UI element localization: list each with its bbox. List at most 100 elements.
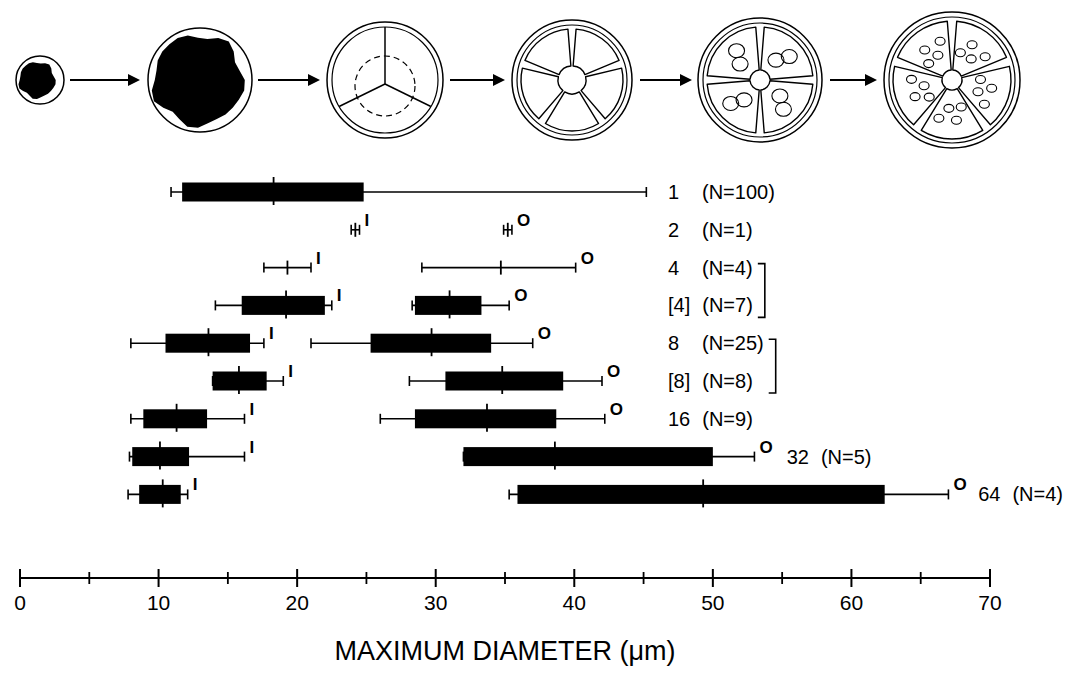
inner-wall: [889, 17, 1015, 143]
series-letter: O: [514, 286, 527, 305]
minor-tick: [88, 572, 90, 584]
series-letter: I: [365, 211, 370, 230]
daughter-cell: [581, 68, 623, 119]
whisker-cap: [503, 225, 505, 235]
major-tick: [435, 569, 437, 587]
mean-tick: [238, 366, 240, 394]
daughter-cell: [525, 29, 571, 74]
daughter-cell: [521, 68, 563, 119]
nucleus: [975, 76, 985, 84]
sd-box: [415, 409, 556, 428]
series-letter: I: [249, 438, 254, 457]
nucleus: [934, 114, 944, 122]
daughter-cell: [959, 66, 1011, 124]
mean-tick: [702, 479, 704, 507]
nucleus: [732, 57, 748, 71]
whisker-cap: [127, 489, 129, 499]
tick-label: 0: [14, 591, 26, 614]
daughter-cell: [707, 81, 759, 133]
mean-tick: [507, 223, 509, 237]
series-letter: I: [316, 249, 321, 268]
inner-wall: [332, 27, 438, 133]
whisker-cap: [411, 300, 413, 310]
cell-wall: [327, 22, 443, 138]
whisker-cap: [244, 414, 246, 424]
stage-arrow: [70, 79, 132, 81]
daughter-cell: [898, 21, 952, 76]
n-label: (N=5): [821, 446, 872, 468]
whisker-cap: [170, 187, 172, 197]
stage-label: 4: [668, 257, 679, 279]
whisker-cap: [421, 263, 423, 273]
stage-label: 16: [668, 408, 690, 430]
tick-label: 10: [147, 591, 170, 614]
cell-wall: [148, 28, 252, 132]
whisker-cap: [263, 338, 265, 348]
nucleus: [933, 51, 943, 59]
nucleus: [973, 88, 983, 96]
mean-tick: [500, 261, 502, 275]
arrow-head: [865, 74, 877, 86]
whisker-cap: [575, 263, 577, 273]
mean-tick: [554, 442, 556, 470]
stage-diagram: [16, 12, 1020, 148]
major-tick: [158, 569, 160, 587]
mean-tick: [208, 328, 210, 356]
series-letter: O: [610, 400, 623, 419]
series-letter: I: [269, 324, 274, 343]
whisker-cap: [604, 414, 606, 424]
whisker-cap: [129, 452, 131, 462]
mean-tick: [162, 479, 164, 507]
mean-tick: [486, 404, 488, 432]
whisker-cap: [215, 300, 217, 310]
whisker: [422, 267, 576, 269]
series-letter: I: [288, 362, 293, 381]
cell-wall: [698, 18, 822, 142]
nucleus: [944, 104, 954, 112]
axis-title: MAXIMUM DIAMETER (μm): [334, 636, 675, 666]
hidden-cell: [355, 56, 415, 116]
nucleus: [966, 55, 976, 63]
tetrad-wall: [385, 84, 431, 107]
tick-label: 60: [840, 591, 863, 614]
cell-wall: [512, 20, 632, 140]
nucleus: [987, 84, 997, 92]
mean-tick: [501, 366, 503, 394]
stage-arrow: [450, 79, 497, 81]
marks: [128, 177, 948, 507]
minor-tick: [504, 572, 506, 584]
whisker-cap: [331, 300, 333, 310]
series-letter: O: [581, 249, 594, 268]
stage-label: 8: [668, 332, 679, 354]
mean-tick: [431, 328, 433, 356]
nucleus: [956, 103, 966, 111]
stage-arrow: [640, 79, 684, 81]
whisker-cap: [532, 338, 534, 348]
whisker-cap: [646, 187, 648, 197]
stage-label: 64: [978, 483, 1000, 505]
tetrad-wall: [339, 84, 385, 107]
whisker-cap: [130, 414, 132, 424]
nucleus: [979, 100, 989, 108]
mean-tick: [159, 442, 161, 470]
sd-box: [415, 296, 482, 315]
whisker-cap: [508, 489, 510, 499]
sd-box: [242, 296, 325, 315]
major-tick: [712, 569, 714, 587]
series-letter: O: [953, 475, 966, 494]
inner-wall: [517, 25, 627, 135]
n-label: (N=8): [702, 370, 753, 392]
series-letter: O: [517, 211, 530, 230]
nucleus: [775, 102, 791, 116]
sd-box: [463, 447, 712, 466]
labels: IIIIIIIIOOOOOOOO1(N=100)2(N=1)4(N=4)[4](…: [193, 181, 1063, 505]
tick-label: 30: [424, 591, 447, 614]
sd-box: [139, 485, 181, 504]
nucleus: [951, 116, 961, 124]
arrow-head: [493, 74, 505, 86]
series-letter: I: [249, 400, 254, 419]
mean-tick: [273, 177, 275, 205]
whisker-cap: [310, 338, 312, 348]
n-label: (N=4): [1012, 483, 1063, 505]
series-letter: O: [759, 438, 772, 457]
